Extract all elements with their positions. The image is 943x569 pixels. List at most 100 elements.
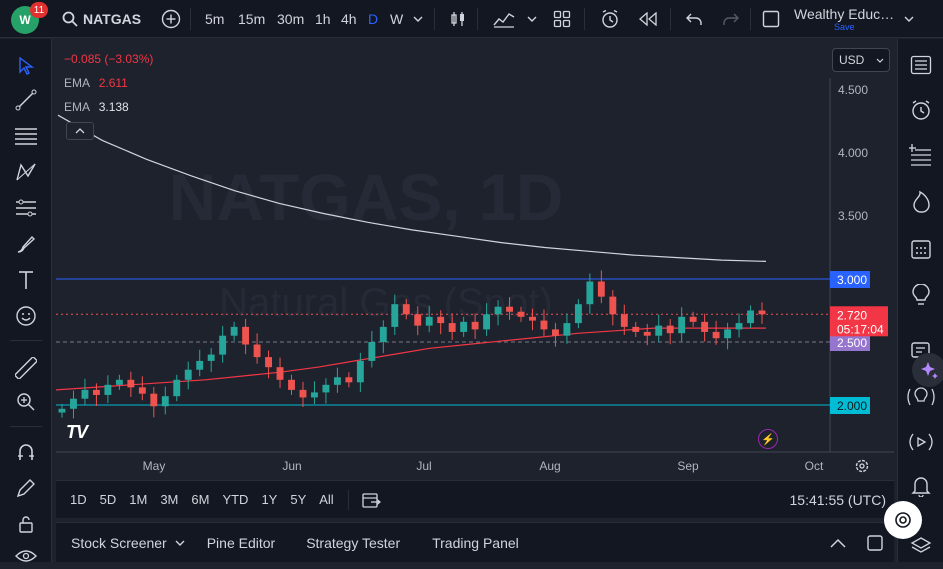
layout-name-button[interactable]: Wealthy Educ… Save — [794, 6, 894, 34]
price-tick: 4.000 — [838, 146, 868, 160]
interval-dropdown[interactable] — [411, 0, 425, 38]
brush-tool[interactable] — [13, 231, 39, 257]
chevron-down-icon[interactable] — [175, 540, 185, 546]
zoom-tool[interactable] — [13, 389, 39, 415]
interval-4h[interactable]: 4h — [341, 10, 357, 27]
measure-tool[interactable] — [13, 355, 39, 381]
calendar-range-icon[interactable] — [361, 491, 381, 509]
month-tick: Sep — [677, 459, 699, 473]
alerts-button[interactable] — [906, 95, 936, 125]
notifications-button[interactable] — [906, 471, 936, 501]
ai-assistant-button[interactable] — [912, 353, 943, 387]
tab-stock-screener[interactable]: Stock Screener — [71, 534, 167, 551]
ema-lines — [56, 114, 767, 391]
candle-body — [529, 316, 536, 321]
chart-pane[interactable]: NATGAS, 1D Natural Gas (Spot) 4.500 4.000… — [56, 42, 894, 478]
stay-drawing-tool[interactable] — [13, 475, 39, 501]
range-6m[interactable]: 6M — [191, 492, 210, 507]
compare-symbol-button[interactable] — [158, 0, 184, 38]
range-3m[interactable]: 3M — [160, 492, 179, 507]
chart-settings-button[interactable] — [852, 456, 872, 476]
price-tick: 3.500 — [838, 209, 868, 223]
level-2000-label-text: 2.000 — [837, 399, 867, 413]
tab-trading-panel[interactable]: Trading Panel — [432, 534, 519, 551]
indicators-dropdown[interactable] — [525, 0, 539, 38]
candle-body — [506, 306, 513, 312]
maximize-panel-icon[interactable] — [866, 534, 884, 552]
hotlists-button[interactable] — [906, 187, 936, 217]
ruler-icon — [15, 357, 37, 379]
price-chart[interactable]: NATGAS, 1D Natural Gas (Spot) 4.500 4.000… — [56, 42, 894, 478]
ema-fast-legend[interactable]: EMA 2.611 — [64, 76, 128, 90]
range-all[interactable]: All — [319, 492, 334, 507]
fullscreen-button[interactable] — [760, 0, 782, 38]
currency-selector[interactable]: USD — [832, 48, 890, 72]
watchlist-button[interactable] — [906, 50, 936, 80]
range-5d[interactable]: 5D — [99, 492, 117, 507]
pattern-tool[interactable] — [13, 159, 39, 185]
candle-body — [483, 314, 491, 330]
interval-15m[interactable]: 15m — [238, 10, 266, 27]
layouts-button[interactable] — [551, 0, 573, 38]
signals-button[interactable] — [906, 382, 936, 412]
candle-body — [288, 379, 295, 390]
candle-body — [747, 310, 754, 324]
candle-body — [333, 377, 341, 385]
undo-button[interactable] — [683, 0, 705, 38]
candle-body — [92, 389, 100, 395]
collapse-legend-button[interactable] — [66, 122, 94, 140]
hide-drawings-tool[interactable] — [13, 543, 39, 569]
calendar-button[interactable] — [906, 234, 936, 264]
interval-1h[interactable]: 1h — [315, 10, 331, 27]
tab-pine-editor[interactable]: Pine Editor — [206, 534, 276, 551]
range-ytd[interactable]: YTD — [222, 492, 249, 507]
brush-icon — [17, 235, 36, 253]
tab-strategy-tester[interactable]: Strategy Tester — [306, 534, 401, 551]
object-tree-button[interactable] — [906, 140, 936, 170]
utc-clock[interactable]: 15:41:55 (UTC) — [789, 491, 886, 508]
candle-body — [460, 321, 468, 332]
emoji-tool[interactable] — [13, 303, 39, 329]
redo-icon — [723, 13, 739, 25]
candle-body — [517, 311, 525, 317]
redo-button[interactable] — [720, 0, 742, 38]
last-price-label-text: 2.720 — [837, 308, 867, 322]
layout-dropdown[interactable] — [902, 0, 916, 38]
candle-body — [196, 360, 204, 370]
magnet-tool[interactable] — [13, 439, 39, 465]
interval-5m[interactable]: 5m — [205, 10, 225, 27]
calendar-icon — [911, 240, 931, 259]
replay-button[interactable] — [636, 0, 660, 38]
interval-30m[interactable]: 30m — [277, 10, 305, 27]
range-1m[interactable]: 1M — [129, 492, 148, 507]
candle-body — [115, 379, 123, 385]
text-tool[interactable] — [13, 267, 39, 293]
candle-body — [494, 306, 502, 315]
range-1d[interactable]: 1D — [70, 492, 87, 507]
lightning-icon[interactable]: ⚡ — [758, 429, 778, 449]
lock-drawings-tool[interactable] — [13, 511, 39, 537]
openai-icon — [895, 512, 911, 528]
indicators-button[interactable] — [491, 0, 517, 38]
trend-line-tool[interactable] — [13, 87, 39, 113]
interval-w[interactable]: W — [390, 10, 404, 27]
chart-type-button[interactable] — [446, 0, 470, 38]
range-5y[interactable]: 5Y — [290, 492, 307, 507]
symbol-search-button[interactable]: NATGAS — [62, 0, 141, 38]
streams-button[interactable] — [906, 427, 936, 457]
projection-tool[interactable] — [13, 195, 39, 221]
bell-icon — [911, 477, 931, 497]
fib-tool[interactable] — [13, 123, 39, 149]
interval-d[interactable]: D — [368, 10, 379, 27]
alert-button[interactable] — [598, 0, 622, 38]
ideas-button[interactable] — [906, 281, 936, 311]
layers-button[interactable] — [906, 531, 936, 561]
currency-label: USD — [839, 53, 865, 67]
chevron-up-icon[interactable] — [830, 538, 846, 548]
cursor-tool[interactable] — [13, 53, 39, 79]
divider — [347, 489, 349, 510]
openai-button[interactable] — [884, 501, 922, 539]
range-1y[interactable]: 1Y — [261, 492, 278, 507]
ema-slow-legend[interactable]: EMA 3.138 — [64, 100, 129, 114]
candle-body — [620, 314, 628, 327]
